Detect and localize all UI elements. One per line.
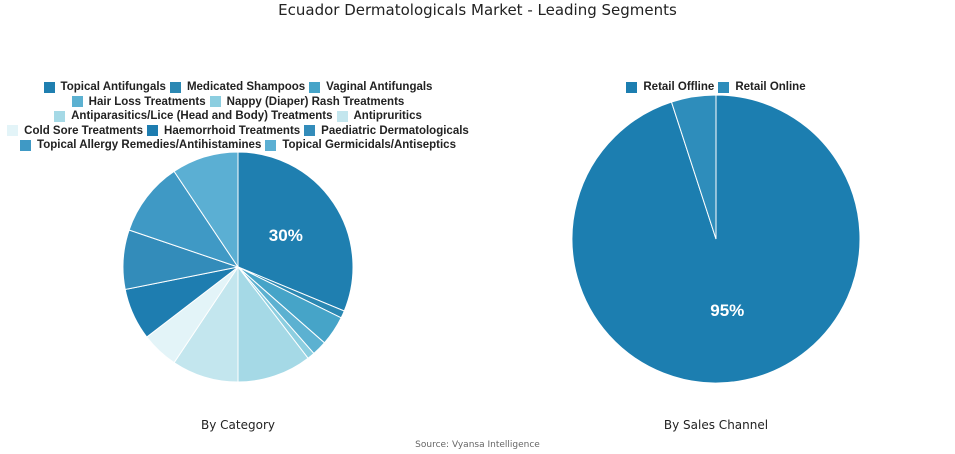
legend-item: Nappy (Diaper) Rash Treatments [209,95,405,108]
legend-swatch [304,125,316,137]
pie-slice [670,94,717,240]
legend-swatch [54,110,66,122]
legend-item: Topical Allergy Remedies/Antihistamines [20,139,261,151]
sales-channel-axis-label: By Sales Channel [663,418,769,432]
legend-item: Haemorrhoid Treatments [147,125,300,137]
legend-label: Vaginal Antifungals [326,81,433,94]
legend-swatch [718,81,730,93]
slice-percent-label: 30% [269,226,303,245]
legend-row: Retail Offline Retail Online [624,80,807,95]
pie-slice [128,170,240,268]
legend-item: Cold Sore Treatments [7,125,143,137]
legend-swatch [336,110,348,122]
legend-label: Haemorrhoid Treatments [164,124,301,137]
legend-label: Retail Offline [643,81,715,94]
legend-swatch [626,81,638,93]
legend-swatch [169,81,181,93]
pie-slice [173,151,239,269]
legend-swatch [309,81,321,93]
legend-label: Topical Germicidals/Antiseptics [282,139,456,152]
source-note: Source: Vyansa Intelligence [415,440,540,450]
sales-channel-legend: Retail Offline Retail Online [566,80,866,95]
legend-label: Paediatric Dermatologicals [321,124,469,137]
pie-slice [237,151,354,312]
legend-row: Topical Antifungals Medicated Shampoos Vag… [42,80,435,95]
legend-label: Antiparasitics/Lice (Head and Body) Trea… [71,110,333,123]
legend-row: Antiparasitics/Lice (Head and Body) Trea… [52,109,424,124]
category-legend: Topical Antifungals Medicated Shampoos Vag… [5,80,471,153]
legend-row: Topical Allergy Remedies/Antihistamines T… [18,138,458,153]
legend-swatch [147,125,159,137]
legend-item: Antipruritics [336,110,422,123]
legend-label: Cold Sore Treatments [24,124,144,137]
legend-label: Hair Loss Treatments [88,95,206,108]
legend-label: Medicated Shampoos [186,81,306,94]
legend-label: Topical Allergy Remedies/Antihistamines [37,139,262,152]
legend-swatch [265,139,277,151]
legend-row: Cold Sore Treatments Haemorrhoid Treatmen… [5,124,471,139]
legend-item: Topical Germicidals/Antiseptics [265,139,456,151]
legend-label: Retail Online [735,81,806,94]
legend-item: Retail Offline [626,81,714,93]
legend-swatch [71,96,83,108]
legend-item: Antiparasitics/Lice (Head and Body) Trea… [54,110,333,123]
legend-swatch [20,139,32,151]
legend-item: Hair Loss Treatments [71,95,206,108]
legend-item: Topical Antifungals [43,81,166,94]
legend-label: Antipruritics [353,110,422,123]
legend-row: Hair Loss Treatments Nappy (Diaper) Rash … [70,95,407,110]
legend-item: Medicated Shampoos [169,81,306,94]
legend-swatch [209,96,221,108]
legend-swatch [43,81,55,93]
legend-item: Paediatric Dermatologicals [304,125,469,137]
legend-label: Nappy (Diaper) Rash Treatments [226,95,405,108]
legend-item: Retail Online [718,81,806,94]
legend-item: Vaginal Antifungals [309,81,432,93]
category-axis-label: By Category [201,418,275,432]
pie-slice [237,265,309,383]
legend-label: Topical Antifungals [60,81,166,94]
chart-title: Ecuador Dermatologicals Market - Leading… [278,1,677,19]
slice-percent-label: 95% [710,301,744,320]
legend-swatch [7,125,19,137]
